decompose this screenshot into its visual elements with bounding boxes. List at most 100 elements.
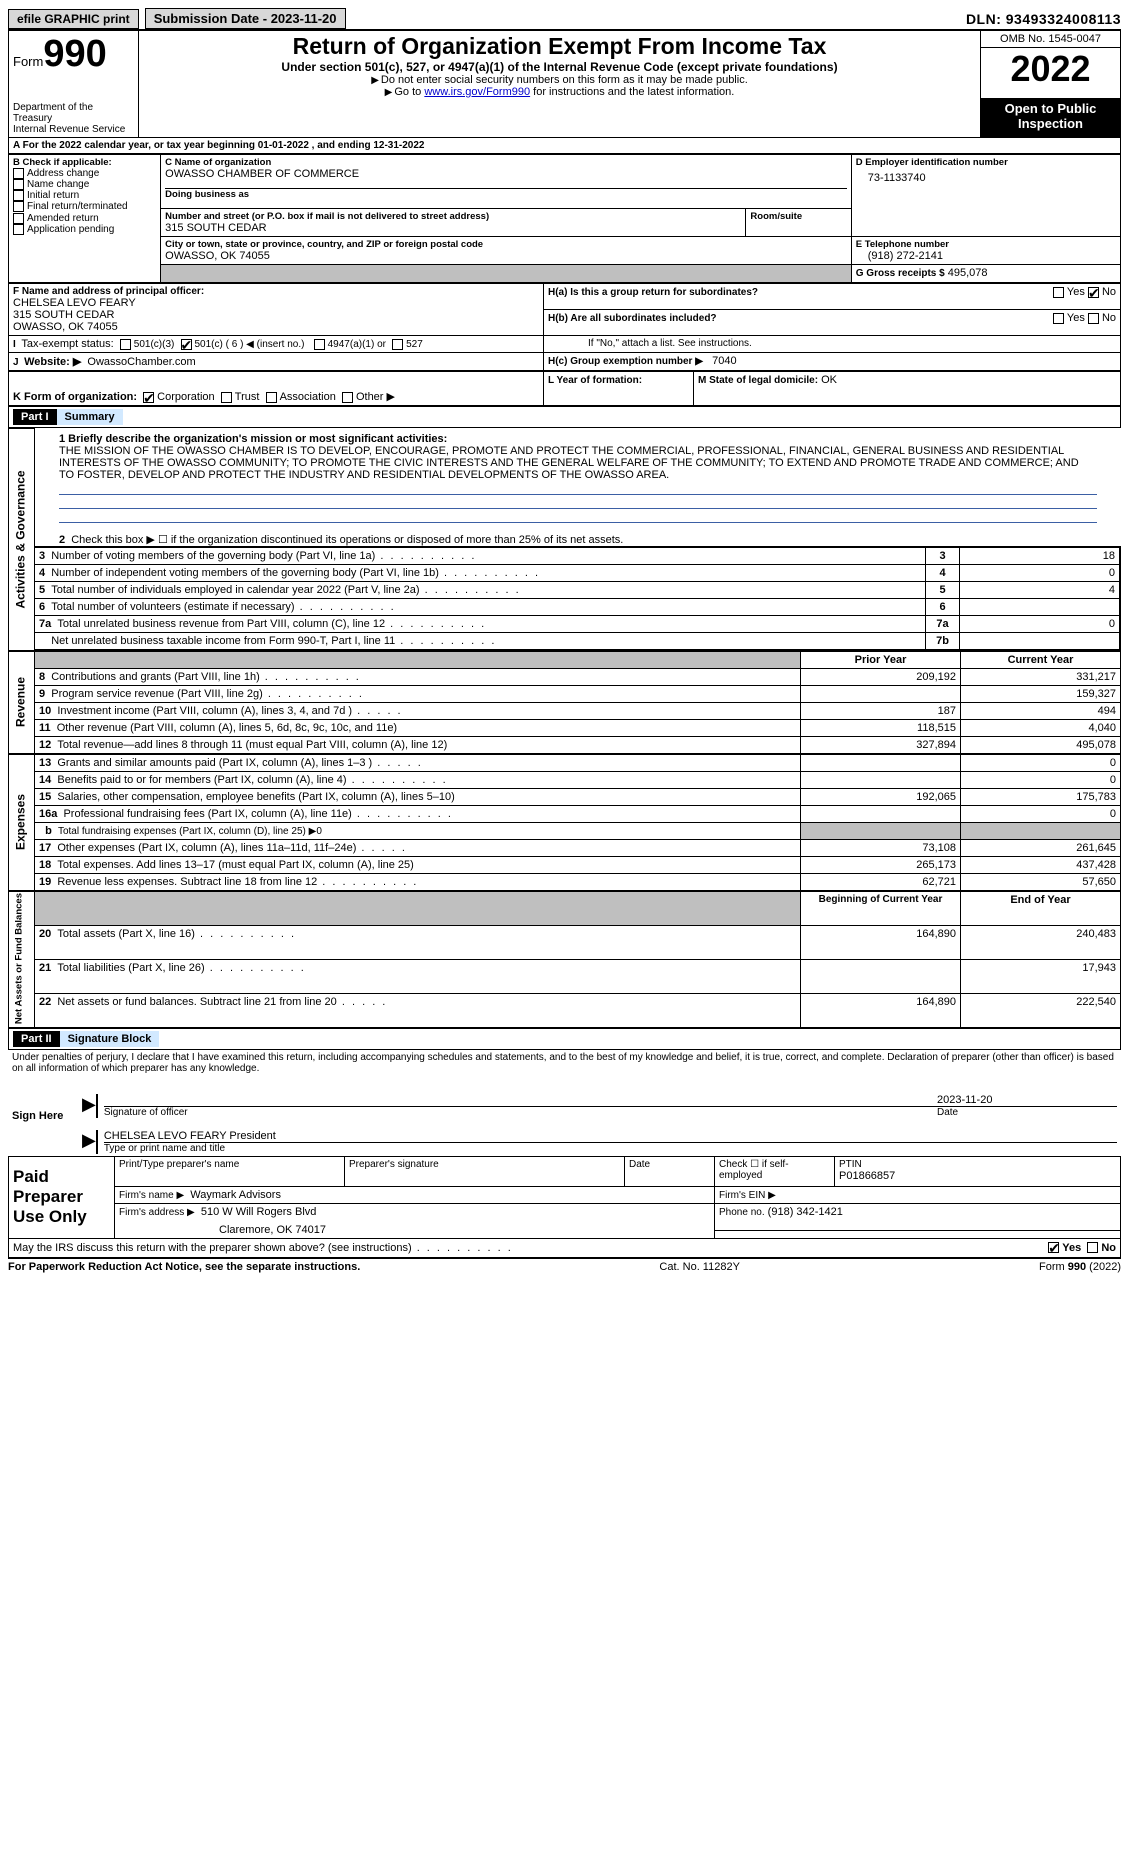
- lbl-initial-return: Initial return: [27, 190, 79, 201]
- check-other[interactable]: [342, 392, 353, 403]
- hb-no[interactable]: [1088, 313, 1099, 324]
- discuss-no-check[interactable]: [1087, 1242, 1098, 1253]
- side-netassets: Net Assets or Fund Balances: [9, 891, 35, 1027]
- room-label: Room/suite: [750, 211, 846, 222]
- check-corp[interactable]: [143, 392, 154, 403]
- check-initial-return[interactable]: [13, 190, 24, 201]
- part1-title: Summary: [57, 409, 123, 425]
- city-label: City or town, state or province, country…: [165, 239, 847, 250]
- hb-note: If "No," attach a list. See instructions…: [548, 338, 1116, 349]
- line6-val: [960, 598, 1120, 615]
- e17-curr: 261,645: [961, 839, 1121, 856]
- e16a-prior: [801, 805, 961, 822]
- g-gross-label: G Gross receipts $: [856, 268, 945, 279]
- r11-text: Other revenue (Part VIII, column (A), li…: [57, 722, 397, 734]
- e15-text: Salaries, other compensation, employee b…: [57, 791, 454, 803]
- arrow-icon: [385, 86, 395, 98]
- e13-prior: [801, 754, 961, 771]
- side-revenue: Revenue: [9, 651, 35, 753]
- check-527[interactable]: [392, 339, 403, 350]
- type-name-label: Type or print name and title: [104, 1143, 1117, 1154]
- discuss-yes-lbl: Yes: [1062, 1242, 1081, 1254]
- discuss-text: May the IRS discuss this return with the…: [13, 1242, 513, 1254]
- line5-num: 5: [926, 581, 960, 598]
- r8-prior: 209,192: [801, 668, 961, 685]
- sign-arrow-icon: ▶: [82, 1094, 96, 1118]
- e16a-text: Professional fundraising fees (Part IX, …: [63, 808, 453, 820]
- submission-date-button[interactable]: Submission Date - 2023-11-20: [145, 8, 346, 29]
- table-row: 7a Total unrelated business revenue from…: [35, 615, 1120, 632]
- check-trust[interactable]: [221, 392, 232, 403]
- e16a-curr: 0: [961, 805, 1121, 822]
- e17-text: Other expenses (Part IX, column (A), lin…: [57, 842, 407, 854]
- r9-text: Program service revenue (Part VIII, line…: [51, 688, 364, 700]
- dept-text: Department of the Treasury: [13, 102, 134, 124]
- r11-prior: 118,515: [801, 719, 961, 736]
- firm-addr: 510 W Will Rogers Blvd: [201, 1206, 317, 1218]
- lbl-name-change: Name change: [27, 179, 89, 190]
- hb-label: H(b) Are all subordinates included?: [548, 313, 717, 324]
- r8-curr: 331,217: [961, 668, 1121, 685]
- ha-no[interactable]: [1088, 287, 1099, 298]
- lbl-final-return: Final return/terminated: [27, 202, 128, 213]
- dba-label: Doing business as: [165, 189, 847, 200]
- f-label: F Name and address of principal officer:: [13, 286, 539, 297]
- check-address-change[interactable]: [13, 168, 24, 179]
- ha-label: H(a) Is this a group return for subordin…: [548, 287, 758, 298]
- table-row: Net unrelated business taxable income fr…: [35, 632, 1120, 649]
- discuss-yes-check[interactable]: [1048, 1242, 1059, 1253]
- klm-table: K Form of organization: Corporation Trus…: [8, 371, 1121, 406]
- ha-no-lbl: No: [1102, 286, 1116, 298]
- check-app-pending[interactable]: [13, 224, 24, 235]
- check-assoc[interactable]: [266, 392, 277, 403]
- check-501c[interactable]: [181, 339, 192, 350]
- sig-line[interactable]: [104, 1094, 937, 1106]
- check-amended[interactable]: [13, 213, 24, 224]
- website-value: OwassoChamber.com: [87, 356, 195, 368]
- e17-prior: 73,108: [801, 839, 961, 856]
- part1-revenue: Revenue b Prior Year Current Year 8 Cont…: [8, 651, 1121, 754]
- e15-prior: 192,065: [801, 788, 961, 805]
- gross-receipts: 495,078: [948, 267, 988, 279]
- check-4947[interactable]: [314, 339, 325, 350]
- shade-cell: [35, 891, 801, 925]
- lbl-trust: Trust: [235, 391, 260, 403]
- form-word: Form: [13, 54, 43, 69]
- k-label: K Form of organization:: [13, 391, 137, 403]
- firm-ein-label: Firm's EIN ▶: [719, 1190, 776, 1201]
- line7a-text: Total unrelated business revenue from Pa…: [57, 618, 486, 630]
- r12-curr: 495,078: [961, 736, 1121, 753]
- table-row: 21 Total liabilities (Part X, line 26)17…: [9, 959, 1121, 993]
- check-name-change[interactable]: [13, 179, 24, 190]
- top-bar: efile GRAPHIC print Submission Date - 20…: [8, 8, 1121, 30]
- e18-prior: 265,173: [801, 856, 961, 873]
- l-label: L Year of formation:: [548, 375, 642, 386]
- irs-link[interactable]: www.irs.gov/Form990: [424, 86, 530, 98]
- check-final-return[interactable]: [13, 201, 24, 212]
- line4-num: 4: [926, 564, 960, 581]
- hb-yes[interactable]: [1053, 313, 1064, 324]
- r12-text: Total revenue—add lines 8 through 11 (mu…: [57, 739, 447, 751]
- eoy-header: End of Year: [961, 891, 1121, 925]
- paid-preparer-table: Paid Preparer Use Only Print/Type prepar…: [8, 1156, 1121, 1239]
- r10-prior: 187: [801, 702, 961, 719]
- efile-print-button[interactable]: efile GRAPHIC print: [8, 9, 139, 29]
- line5-text: Total number of individuals employed in …: [51, 584, 520, 596]
- pt-self-employed: Check ☐ if self-employed: [715, 1156, 835, 1186]
- part2-badge: Part II: [13, 1031, 60, 1047]
- org-name: OWASSO CHAMBER OF COMMERCE: [165, 168, 847, 180]
- line3-val: 18: [960, 547, 1120, 564]
- c-name-label: C Name of organization: [165, 157, 847, 168]
- gov-lines-table: 3 Number of voting members of the govern…: [35, 547, 1120, 650]
- discuss-no-lbl: No: [1101, 1242, 1116, 1254]
- sig-date-label: Date: [937, 1107, 1117, 1118]
- firm-name-label: Firm's name ▶: [119, 1190, 184, 1201]
- e19-text: Revenue less expenses. Subtract line 18 …: [57, 876, 418, 888]
- tax-year: 2022: [981, 48, 1120, 90]
- form-title: Return of Organization Exempt From Incom…: [143, 33, 976, 60]
- ha-yes[interactable]: [1053, 287, 1064, 298]
- rule-line: [59, 495, 1097, 509]
- rule-line: [59, 509, 1097, 523]
- check-501c3[interactable]: [120, 339, 131, 350]
- r8-text: Contributions and grants (Part VIII, lin…: [51, 671, 361, 683]
